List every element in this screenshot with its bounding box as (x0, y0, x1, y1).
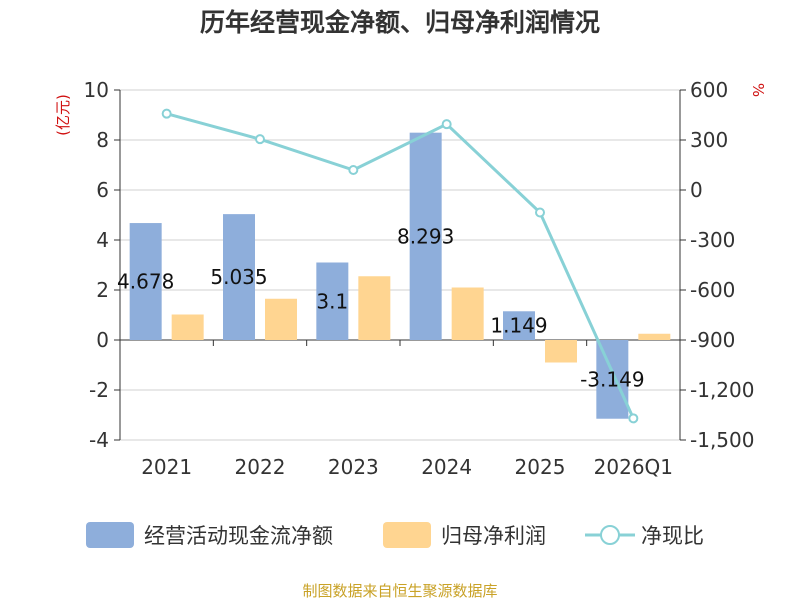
ratio-point (535, 207, 545, 218)
right-tick-label: -1,200 (690, 378, 754, 402)
legend-label-cashflow: 经营活动现金流净额 (144, 524, 333, 548)
bar-cashflow (316, 262, 349, 340)
right-tick-label: 0 (690, 178, 703, 202)
right-tick-label: -1,500 (690, 428, 754, 452)
left-axis-unit: (亿元) (54, 94, 72, 136)
left-tick-label: -2 (89, 378, 109, 402)
ratio-point (255, 134, 265, 145)
data-label: 4.678 (117, 270, 174, 294)
bars (129, 132, 671, 419)
legend-label-ratio: 净现比 (641, 524, 704, 548)
legend-marker-ratio (600, 525, 620, 545)
category-label: 2024 (421, 455, 472, 479)
data-labels: 4.678 5.035 3.1 8.293 1.149 -3.149 (117, 224, 645, 391)
bar-cashflow (409, 132, 442, 340)
data-label: 1.149 (490, 314, 547, 338)
left-tick-label: 4 (96, 228, 109, 252)
legend-swatch-cashflow (86, 522, 134, 548)
legend-swatch-netprofit (383, 522, 431, 548)
ratio-point (628, 413, 639, 424)
bar-cashflow (223, 214, 255, 340)
source-note: 制图数据来自恒生聚源数据库 (302, 582, 497, 600)
left-tick-label: 0 (96, 328, 109, 352)
bar-netprofit (451, 287, 484, 340)
left-tick-label: 8 (96, 128, 109, 152)
bar-netprofit (171, 314, 204, 340)
category-label: 2026Q1 (594, 455, 673, 479)
data-label: 8.293 (397, 224, 454, 248)
data-label: -3.149 (580, 367, 644, 391)
right-tick-label: -600 (690, 278, 735, 302)
ratio-point (441, 119, 452, 130)
left-tick-label: -4 (89, 428, 109, 452)
chart-title: 历年经营现金净额、归母净利润情况 (200, 8, 600, 37)
right-tick-label: 300 (690, 128, 728, 152)
data-label: 5.035 (210, 265, 267, 289)
left-tick-label: 10 (84, 78, 109, 102)
bar-cashflow (596, 340, 629, 419)
category-label: 2023 (328, 455, 379, 479)
line-series (161, 108, 639, 424)
left-tick-label: 6 (96, 178, 109, 202)
ratio-line (166, 112, 635, 419)
bar-netprofit (358, 276, 391, 340)
right-axis-unit: % (749, 83, 767, 97)
right-tick-label: -300 (690, 228, 735, 252)
left-tick-label: 2 (96, 278, 109, 302)
bar-netprofit (638, 333, 671, 340)
legend: 经营活动现金流净额 归母净利润 净现比 (86, 522, 704, 548)
bar-cashflow (503, 311, 535, 340)
right-tick-label: -900 (690, 328, 735, 352)
axes: -4 -2 0 2 4 6 8 10 -1,500 -1,200 -900 -600 -300 0 300 6… (84, 78, 755, 479)
category-label: 2022 (235, 455, 286, 479)
ratio-point (161, 108, 172, 119)
right-tick-label: 600 (690, 78, 728, 102)
legend-label-netprofit: 归母净利润 (441, 524, 546, 548)
data-label: 3.1 (316, 289, 348, 313)
bar-cashflow (129, 223, 162, 340)
category-label: 2021 (141, 455, 192, 479)
ratio-point (348, 165, 359, 175)
category-label: 2025 (515, 455, 566, 479)
bar-netprofit (545, 340, 577, 363)
bar-netprofit (265, 298, 297, 340)
